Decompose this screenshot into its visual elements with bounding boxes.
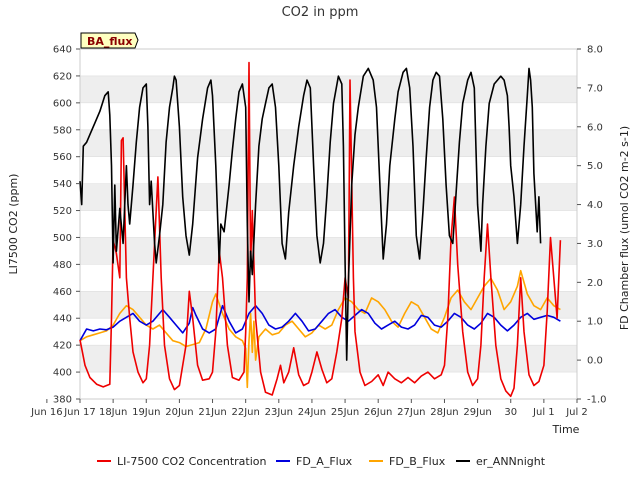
y-tick-label: 440 bbox=[53, 314, 72, 325]
y-tick-label: 560 bbox=[53, 152, 72, 163]
x-tick-label: 28Jun bbox=[430, 407, 458, 418]
series-line-er-annnight bbox=[79, 67, 542, 361]
y2-tick-label: 8.0 bbox=[587, 45, 603, 56]
y-axis-ticks: 380 400 420 440 460 480 500 520 540 560 580 600 620 6… bbox=[53, 45, 80, 406]
y-axis-label: LI7500 CO2 (ppm) bbox=[7, 174, 20, 275]
legend-label-li-7500-co2-concentration: LI-7500 CO2 Concentration bbox=[117, 455, 267, 468]
y-tick-label: 580 bbox=[53, 125, 72, 136]
x-axis-label: Time bbox=[552, 423, 580, 436]
x-tick-label: 29Jun bbox=[463, 407, 491, 418]
y2-tick-label: -1.0 bbox=[587, 395, 607, 406]
y-tick-label: 520 bbox=[53, 206, 72, 217]
x-tick-label: 25Jun bbox=[331, 407, 359, 418]
series-layer bbox=[79, 61, 562, 398]
x-tick-label: Jul 1 bbox=[532, 407, 555, 418]
y-tick-label: 500 bbox=[53, 233, 72, 244]
x-tick-label: Jun 17 bbox=[63, 407, 96, 418]
y2-tick-label: 0.0 bbox=[587, 356, 603, 367]
x-tick-label: 30 bbox=[504, 407, 517, 418]
y2-tick-label: 7.0 bbox=[587, 83, 603, 94]
y-tick-label: 460 bbox=[53, 287, 72, 298]
grid-band bbox=[80, 75, 577, 103]
y-tick-label: 480 bbox=[53, 260, 72, 271]
series-line-li-7500-co2-concentration bbox=[79, 61, 562, 398]
x-tick-label: 24Jun bbox=[298, 407, 326, 418]
series-line-fd-b-flux bbox=[79, 269, 561, 389]
legend: LI-7500 CO2 Concentration FD_A_Flux FD_B_F… bbox=[97, 455, 546, 468]
x-tick-label: 27Jun bbox=[397, 407, 425, 418]
x-tick-label: Jun 16 bbox=[30, 407, 63, 418]
grid-band bbox=[80, 183, 577, 211]
y-tick-label: 640 bbox=[53, 45, 72, 56]
y2-axis-ticks: -1.0 0.0 1.0 2.0 3.0 4.0 5.0 6.0 7.0 8.0 bbox=[577, 45, 607, 406]
x-tick-label: 20Jun bbox=[165, 407, 193, 418]
y-tick-label: 620 bbox=[53, 71, 72, 82]
x-tick-label: 26Jun bbox=[364, 407, 392, 418]
y-tick-label: 400 bbox=[53, 368, 72, 379]
y2-tick-label: 3.0 bbox=[587, 239, 603, 250]
badge-label: BA_flux bbox=[87, 35, 132, 48]
chart-title: CO2 in ppm bbox=[282, 5, 359, 20]
y-tick-label: 600 bbox=[53, 98, 72, 109]
x-tick-label: 23Jun bbox=[265, 407, 293, 418]
legend-label-fd-b-flux: FD_B_Flux bbox=[389, 455, 446, 468]
plot-area-border bbox=[79, 48, 578, 400]
grid-band bbox=[80, 345, 577, 373]
grid-band bbox=[80, 129, 577, 157]
legend-label-fd-a-flux: FD_A_Flux bbox=[296, 455, 353, 468]
x-tick-label: 22Jun bbox=[231, 407, 259, 418]
legend-label-er-annnight: er_ANNnight bbox=[476, 455, 546, 468]
y2-axis-label: FD Chamber flux (umol CO2 m-2 s-1) bbox=[618, 126, 631, 330]
y2-tick-label: 1.0 bbox=[587, 317, 603, 328]
x-tick-label: 18Jun bbox=[99, 407, 127, 418]
grid-band bbox=[80, 237, 577, 265]
badge: BA_flux bbox=[80, 32, 139, 49]
y2-tick-label: 2.0 bbox=[587, 278, 603, 289]
series-line-fd-a-flux bbox=[79, 304, 561, 342]
y-tick-label: 540 bbox=[53, 179, 72, 190]
x-tick-label: 19Jun bbox=[132, 407, 160, 418]
x-tick-label: 21Jun bbox=[198, 407, 226, 418]
y-tick-label: 380 bbox=[53, 395, 72, 406]
badge-shape bbox=[80, 32, 139, 49]
y2-tick-label: 5.0 bbox=[587, 161, 603, 172]
y2-tick-label: 4.0 bbox=[587, 200, 603, 211]
y-tick-label: 420 bbox=[53, 341, 72, 352]
x-tick-label: Jul 2 bbox=[565, 407, 588, 418]
y2-tick-label: 6.0 bbox=[587, 122, 603, 133]
x-axis-ticks: Jun 16 Jun 17 18Jun 19Jun 20Jun 21Jun 22Jun 23J… bbox=[30, 399, 588, 418]
